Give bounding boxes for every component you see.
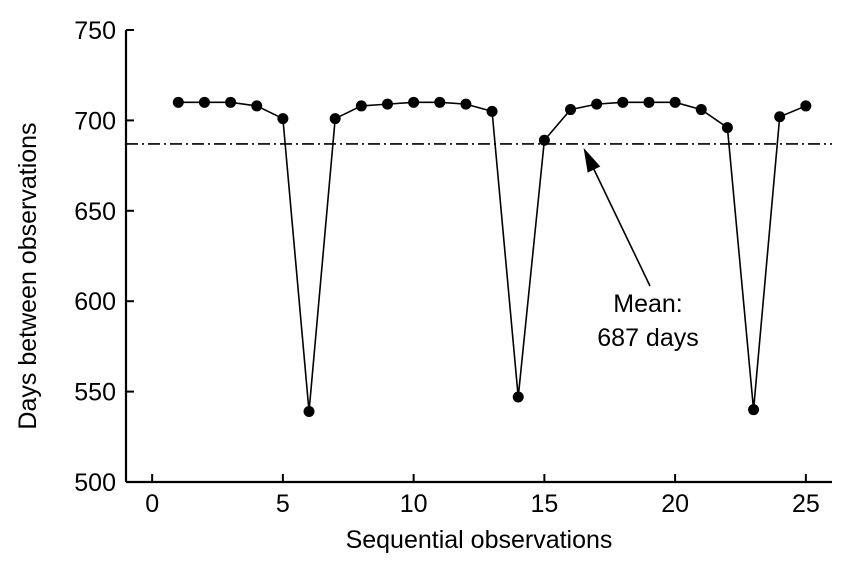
data-point — [512, 391, 524, 403]
data-point — [225, 96, 237, 108]
data-point — [748, 404, 760, 416]
y-tick-label: 500 — [74, 469, 116, 497]
mean-arrow-shaft — [593, 169, 651, 287]
series-line — [178, 101, 807, 412]
data-point — [303, 405, 315, 417]
data-point — [591, 98, 603, 110]
x-axis: 0 5 10 15 20 25 — [126, 474, 832, 518]
data-point — [460, 98, 472, 110]
x-tick-label: 10 — [400, 490, 428, 518]
data-point — [381, 98, 393, 110]
data-point — [565, 104, 577, 116]
data-point — [617, 96, 629, 108]
y-tick-label: 550 — [74, 379, 116, 407]
y-tick-label: 750 — [74, 17, 116, 45]
data-point — [172, 96, 184, 108]
data-point — [695, 104, 707, 116]
data-point — [538, 134, 550, 146]
axis-titles: Sequential observations Days between obse… — [14, 122, 612, 554]
y-tick-label: 700 — [74, 107, 116, 135]
data-point — [643, 96, 655, 108]
y-axis: 500 550 600 650 700 750 — [74, 17, 134, 497]
mean-label-line1: Mean: — [613, 290, 682, 318]
x-tick-label: 5 — [276, 490, 290, 518]
data-point — [774, 111, 786, 123]
y-tick-label: 650 — [74, 198, 116, 226]
mean-reference: Mean: 687 days — [126, 143, 832, 352]
y-axis-title: Days between observations — [14, 122, 42, 429]
x-tick-label: 25 — [792, 490, 820, 518]
mean-arrow-head — [583, 147, 601, 173]
data-point — [800, 100, 812, 112]
data-point — [329, 113, 341, 125]
y-tick-label: 600 — [74, 288, 116, 316]
data-point — [669, 96, 681, 108]
data-series — [172, 96, 812, 417]
data-point — [408, 96, 420, 108]
x-axis-title: Sequential observations — [346, 526, 613, 554]
data-point — [355, 100, 367, 112]
data-point — [434, 96, 446, 108]
mean-label-line2: 687 days — [597, 324, 698, 352]
data-point — [251, 100, 263, 112]
data-point — [277, 113, 289, 125]
data-point — [486, 105, 498, 117]
x-tick-label: 0 — [145, 490, 159, 518]
data-point — [721, 122, 733, 134]
x-tick-label: 20 — [661, 490, 689, 518]
x-tick-label: 15 — [530, 490, 558, 518]
data-point — [198, 96, 210, 108]
